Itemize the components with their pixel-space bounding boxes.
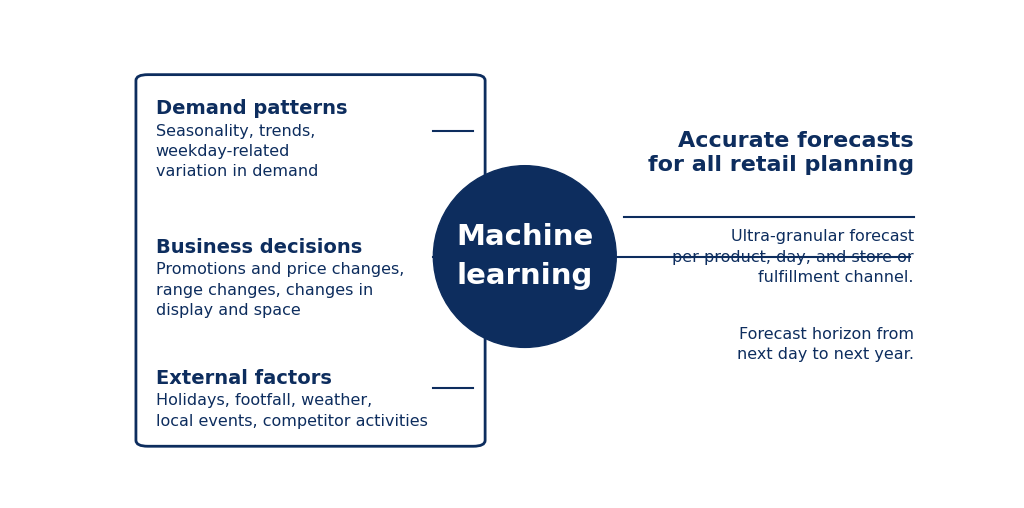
Text: Holidays, footfall, weather,
local events, competitor activities: Holidays, footfall, weather, local event… <box>156 393 428 429</box>
Text: Seasonality, trends,
weekday-related
variation in demand: Seasonality, trends, weekday-related var… <box>156 123 318 179</box>
Text: Machine: Machine <box>456 223 594 251</box>
Text: Business decisions: Business decisions <box>156 238 362 257</box>
Text: learning: learning <box>457 262 593 290</box>
Text: Ultra-granular forecast
per product, day, and store or
fulfillment channel.: Ultra-granular forecast per product, day… <box>672 229 913 285</box>
Ellipse shape <box>433 166 616 347</box>
Text: Forecast horizon from
next day to next year.: Forecast horizon from next day to next y… <box>736 327 913 362</box>
Text: Accurate forecasts
for all retail planning: Accurate forecasts for all retail planni… <box>647 132 913 175</box>
Text: Demand patterns: Demand patterns <box>156 99 347 118</box>
Text: External factors: External factors <box>156 369 332 388</box>
Text: Promotions and price changes,
range changes, changes in
display and space: Promotions and price changes, range chan… <box>156 263 404 318</box>
